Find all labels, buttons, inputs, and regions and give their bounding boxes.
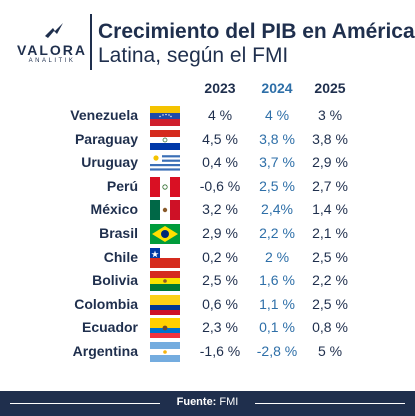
uruguay-flag-icon	[150, 153, 180, 174]
table-row: Ecuador 2,3 % 0,1 % 0,8 %	[0, 316, 415, 340]
table-row: Colombia 0,6 % 1,1 % 2,5 %	[0, 293, 415, 317]
country-name: Paraguay	[74, 130, 138, 147]
value-2024: 3,8 %	[259, 130, 295, 147]
ecuador-flag-icon	[150, 318, 180, 339]
value-2024: 3,7 %	[259, 154, 295, 171]
bird-logo-icon	[45, 23, 63, 38]
value-2025: 1,4 %	[312, 201, 348, 218]
header-divider	[90, 14, 92, 70]
chile-flag-icon	[150, 247, 180, 268]
country-name: Chile	[103, 248, 138, 265]
paraguay-flag-icon	[150, 129, 180, 150]
value-2023: -1,6 %	[199, 343, 241, 359]
value-2024: 1,1 %	[259, 295, 295, 312]
peru-flag-icon	[150, 176, 180, 197]
country-name: Brasil	[99, 225, 138, 241]
table-row: Perú -0,6 % 2,5 % 2,7 %	[0, 175, 415, 199]
value-2023: 0,6 %	[202, 295, 238, 312]
bolivia-flag-icon	[150, 271, 180, 292]
value-2024: 1,6 %	[259, 272, 295, 289]
table-row: México 3,2 % 2,4% 1,4 %	[0, 198, 415, 222]
title-line-1: Crecimiento del PIB en América	[98, 20, 415, 43]
value-2025: 2,2 %	[312, 272, 348, 289]
value-2023: 3,2 %	[202, 201, 238, 218]
column-header-2023: 2023	[204, 80, 236, 96]
value-2023: 4 %	[207, 107, 233, 123]
value-2023: -0,6 %	[199, 177, 241, 194]
value-2025: 3 %	[317, 107, 343, 123]
country-name: Colombia	[74, 295, 138, 312]
value-2023: 2,9 %	[202, 225, 238, 241]
country-name: México	[90, 201, 138, 218]
value-2024: 2,2 %	[259, 225, 295, 241]
logo-text: VALORA	[16, 42, 88, 58]
table-row: Uruguay 0,4 % 3,7 % 2,9 %	[0, 151, 415, 175]
table-row: Argentina -1,6 % -2,8 % 5 %	[0, 340, 415, 364]
table-row: Chile 0,2 % 2 % 2,5 %	[0, 246, 415, 270]
footer-line-left	[10, 403, 160, 404]
country-name: Uruguay	[81, 154, 138, 171]
argentina-flag-icon	[150, 342, 180, 362]
value-2023: 2,5 %	[202, 272, 238, 289]
value-2024: 2,5 %	[259, 177, 295, 194]
footer-bar: Fuente: FMI	[0, 391, 415, 416]
value-2024: 0,1 %	[259, 319, 295, 336]
value-2025: 2,7 %	[312, 177, 348, 194]
brazil-flag-icon	[150, 224, 180, 244]
country-name: Venezuela	[70, 107, 138, 123]
value-2023: 2,3 %	[202, 319, 238, 336]
value-2023: 0,4 %	[202, 154, 238, 171]
country-name: Argentina	[72, 343, 138, 359]
value-2025: 2,5 %	[312, 248, 348, 265]
country-name: Bolivia	[92, 272, 138, 289]
value-2025: 2,9 %	[312, 154, 348, 171]
source-value: FMI	[219, 396, 239, 408]
colombia-flag-icon	[150, 294, 180, 315]
value-2025: 0,8 %	[312, 319, 348, 336]
value-2024: 4 %	[264, 107, 290, 123]
table-row: Bolivia 2,5 % 1,6 % 2,2 %	[0, 269, 415, 293]
country-name: Perú	[106, 177, 138, 194]
source-label: Fuente:	[176, 396, 217, 408]
table-row: Venezuela 4 % 4 % 3 %	[0, 104, 415, 128]
column-header-2025: 2025	[314, 80, 346, 96]
value-2024: -2,8 %	[256, 343, 298, 359]
value-2025: 5 %	[317, 343, 343, 359]
column-header-2024: 2024	[261, 80, 293, 96]
source-note: Fuente: FMI	[0, 396, 415, 408]
value-2023: 4,5 %	[202, 130, 238, 147]
value-2023: 0,2 %	[202, 248, 238, 265]
table-row: Brasil 2,9 % 2,2 % 2,1 %	[0, 222, 415, 246]
value-2024: 2 %	[264, 248, 290, 265]
title-line-2: Latina, según el FMI	[98, 44, 289, 67]
value-2025: 3,8 %	[312, 130, 348, 147]
value-2025: 2,5 %	[312, 295, 348, 312]
valora-logo: VALORA ANALITIK	[12, 22, 92, 72]
logo-subtext: ANALITIK	[28, 58, 76, 64]
footer-line-right	[255, 403, 405, 404]
mexico-flag-icon	[150, 200, 180, 221]
value-2025: 2,1 %	[312, 225, 348, 241]
venezuela-flag-icon	[150, 106, 180, 126]
value-2024: 2,4%	[261, 201, 293, 218]
country-name: Ecuador	[81, 319, 138, 336]
table-row: Paraguay 4,5 % 3,8 % 3,8 %	[0, 128, 415, 152]
